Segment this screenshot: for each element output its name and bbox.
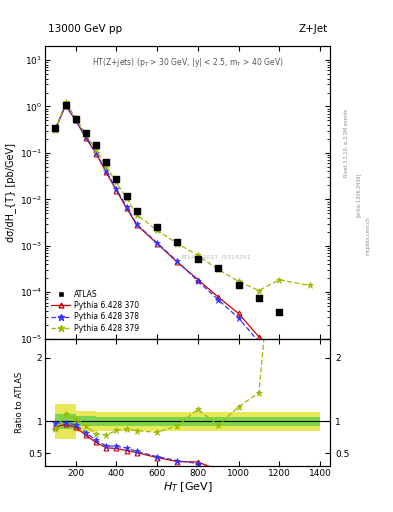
Pythia 6.428 378 — [216, 296, 220, 303]
Pythia 6.428 379 — [84, 131, 88, 137]
Pythia 6.428 379 — [216, 266, 220, 272]
Pythia 6.428 379 — [236, 278, 241, 284]
Pythia 6.428 378 — [307, 371, 312, 377]
Y-axis label: Ratio to ATLAS: Ratio to ATLAS — [15, 372, 24, 433]
Pythia 6.428 379 — [195, 252, 200, 259]
Pythia 6.428 370 — [236, 310, 241, 316]
ATLAS — [134, 207, 140, 216]
Text: Z+Jet: Z+Jet — [298, 25, 327, 34]
Pythia 6.428 378 — [84, 134, 88, 140]
Pythia 6.428 370 — [53, 126, 58, 133]
Pythia 6.428 370 — [124, 205, 129, 211]
Pythia 6.428 379 — [114, 179, 119, 185]
Pythia 6.428 378 — [155, 240, 160, 246]
Pythia 6.428 378 — [134, 221, 139, 227]
Pythia 6.428 379 — [257, 287, 261, 293]
Pythia 6.428 378 — [175, 259, 180, 265]
Pythia 6.428 370 — [94, 151, 98, 157]
Pythia 6.428 379 — [73, 115, 78, 121]
Text: [arXiv:1306.3436]: [arXiv:1306.3436] — [356, 173, 361, 217]
Pythia 6.428 378 — [236, 315, 241, 321]
Pythia 6.428 378 — [94, 150, 98, 156]
Line: Pythia 6.428 370: Pythia 6.428 370 — [53, 103, 312, 372]
ATLAS — [52, 123, 59, 132]
ATLAS — [276, 308, 283, 316]
Pythia 6.428 379 — [94, 147, 98, 153]
Y-axis label: dσ/dH_{T} [pb/GeV]: dσ/dH_{T} [pb/GeV] — [5, 143, 16, 242]
ATLAS — [73, 115, 79, 123]
Pythia 6.428 370 — [155, 241, 160, 247]
Pythia 6.428 379 — [134, 211, 139, 218]
Pythia 6.428 379 — [175, 241, 180, 247]
ATLAS — [235, 282, 242, 290]
Pythia 6.428 378 — [104, 168, 108, 175]
Pythia 6.428 370 — [175, 259, 180, 265]
ATLAS — [93, 141, 99, 150]
Pythia 6.428 370 — [114, 187, 119, 194]
ATLAS — [62, 100, 69, 109]
Text: 13000 GeV pp: 13000 GeV pp — [48, 25, 122, 34]
Legend: ATLAS, Pythia 6.428 370, Pythia 6.428 378, Pythia 6.428 379: ATLAS, Pythia 6.428 370, Pythia 6.428 37… — [49, 287, 141, 335]
Pythia 6.428 378 — [257, 339, 261, 345]
Pythia 6.428 370 — [84, 135, 88, 141]
Pythia 6.428 370 — [307, 366, 312, 372]
ATLAS — [83, 129, 89, 137]
Pythia 6.428 379 — [63, 99, 68, 105]
ATLAS — [123, 191, 130, 200]
Pythia 6.428 370 — [134, 222, 139, 228]
Pythia 6.428 370 — [277, 351, 282, 357]
ATLAS — [307, 353, 313, 361]
Pythia 6.428 370 — [257, 334, 261, 340]
ATLAS — [103, 158, 109, 166]
X-axis label: $H_T$ [GeV]: $H_T$ [GeV] — [163, 480, 213, 494]
Pythia 6.428 379 — [124, 195, 129, 201]
ATLAS — [174, 238, 181, 246]
Text: mcplots.cern.ch: mcplots.cern.ch — [365, 216, 371, 255]
Pythia 6.428 378 — [114, 186, 119, 193]
Pythia 6.428 370 — [195, 276, 200, 283]
Pythia 6.428 378 — [124, 203, 129, 209]
ATLAS — [154, 222, 160, 230]
Pythia 6.428 378 — [53, 125, 58, 132]
Pythia 6.428 370 — [216, 294, 220, 300]
Pythia 6.428 378 — [277, 356, 282, 362]
Pythia 6.428 370 — [73, 117, 78, 123]
Pythia 6.428 379 — [277, 277, 282, 283]
Text: Rivet 3.1.10, ≥ 3.2M events: Rivet 3.1.10, ≥ 3.2M events — [344, 109, 349, 178]
ATLAS — [256, 294, 262, 302]
Pythia 6.428 379 — [307, 283, 312, 289]
Pythia 6.428 370 — [63, 102, 68, 109]
Text: ATLAS_2017_I1514251: ATLAS_2017_I1514251 — [181, 254, 252, 260]
Pythia 6.428 370 — [104, 169, 108, 176]
ATLAS — [195, 255, 201, 263]
Pythia 6.428 379 — [104, 163, 108, 169]
ATLAS — [215, 264, 221, 272]
Pythia 6.428 379 — [53, 127, 58, 133]
Line: Pythia 6.428 378: Pythia 6.428 378 — [52, 101, 313, 378]
Pythia 6.428 379 — [155, 227, 160, 233]
Text: HT(Z+jets) (p$_T$ > 30 GeV, |y| < 2.5, m$_T$ > 40 GeV): HT(Z+jets) (p$_T$ > 30 GeV, |y| < 2.5, m… — [92, 56, 284, 69]
Pythia 6.428 378 — [73, 117, 78, 123]
Pythia 6.428 378 — [195, 278, 200, 284]
Pythia 6.428 378 — [63, 102, 68, 108]
ATLAS — [113, 175, 119, 183]
Line: Pythia 6.428 379: Pythia 6.428 379 — [52, 99, 313, 294]
